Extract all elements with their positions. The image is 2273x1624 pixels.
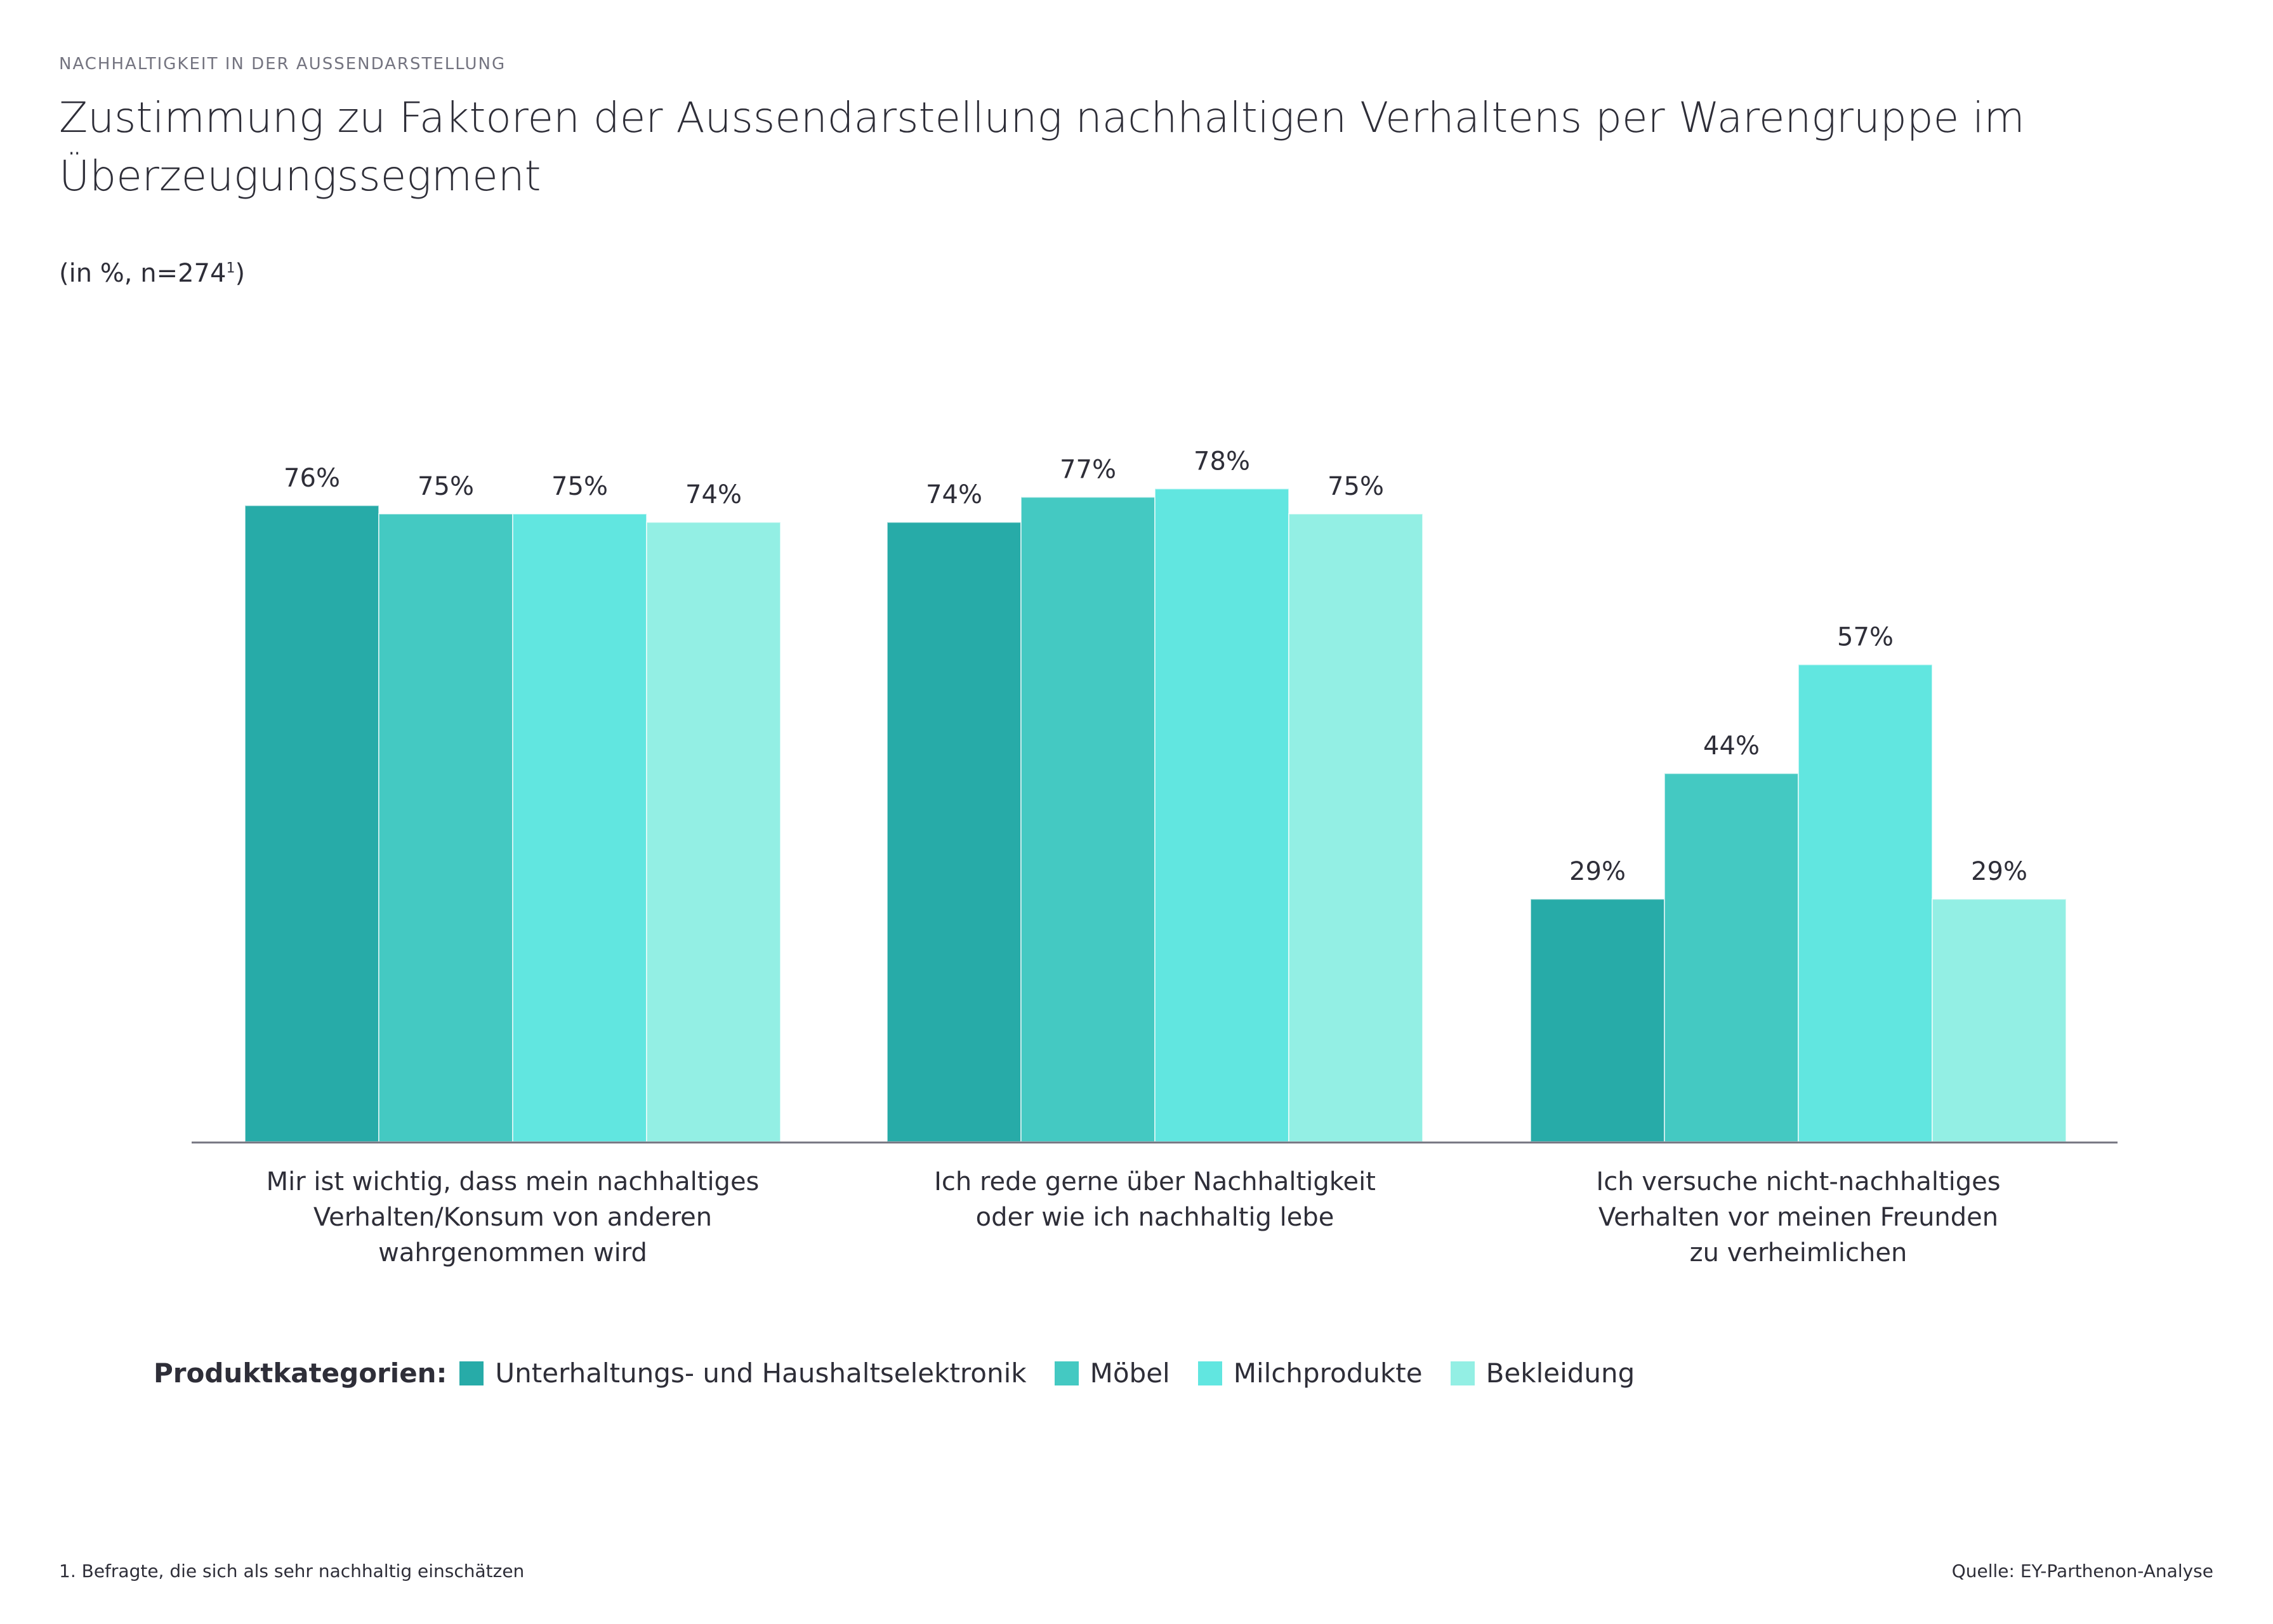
legend-swatch — [1197, 1361, 1222, 1385]
bar — [244, 504, 379, 1143]
category-label: Ich rede gerne über Nachhaltigkeit oder w… — [882, 1164, 1428, 1235]
legend-label: Unterhaltungs- und Haushaltselektronik — [495, 1358, 1027, 1389]
bar-group: 74% 77% 78% 75% — [886, 447, 1423, 1143]
data-label: 29% — [1971, 857, 2027, 886]
data-label: 78% — [1194, 447, 1250, 476]
category-label: Mir ist wichtig, dass mein nachhaltiges V… — [240, 1164, 786, 1271]
bar — [1288, 513, 1423, 1143]
subtitle-text: (in %, n=274 — [59, 259, 227, 288]
bar — [886, 521, 1022, 1143]
legend-swatch — [459, 1361, 484, 1385]
data-label: 29% — [1569, 857, 1626, 886]
subtitle-close: ) — [235, 259, 246, 288]
data-label: 74% — [685, 480, 742, 509]
bar — [1154, 488, 1289, 1143]
bar — [1020, 496, 1156, 1143]
legend-item: Milchprodukte — [1197, 1358, 1423, 1389]
data-label: 77% — [1060, 455, 1116, 485]
footnote-marker: 1 — [226, 260, 235, 277]
legend-items: Unterhaltungs- und Haushaltselektronik Mö… — [459, 1358, 1663, 1389]
chart-subtitle: (in %, n=2741) — [59, 259, 245, 288]
legend-label: Milchprodukte — [1233, 1358, 1423, 1389]
bar — [646, 521, 781, 1143]
source-note: Quelle: EY-Parthenon-Analyse — [1951, 1561, 2213, 1581]
legend-item: Möbel — [1054, 1358, 1170, 1389]
data-label: 75% — [551, 472, 608, 501]
category-label: Ich versuche nicht-nachhaltiges Verhalten… — [1525, 1164, 2071, 1271]
bar-group: 29% 44% 57% 29% — [1530, 623, 2067, 1143]
data-label: 74% — [926, 480, 982, 509]
category-label-line: Verhalten vor meinen Freunden — [1598, 1203, 1999, 1232]
data-label: 75% — [1328, 472, 1384, 501]
category-label-line: oder wie ich nachhaltig lebe — [975, 1203, 1334, 1232]
legend-label: Bekleidung — [1486, 1358, 1635, 1389]
category-label-line: Verhalten/Konsum von anderen — [313, 1203, 713, 1232]
bar — [1664, 773, 1799, 1143]
category-label-line: Ich versuche nicht-nachhaltiges — [1596, 1167, 2001, 1196]
chart-title: Zustimmung zu Faktoren der Aussendarstel… — [59, 93, 2025, 200]
data-label: 76% — [284, 464, 340, 493]
category-label-line: Ich rede gerne über Nachhaltigkeit — [934, 1167, 1376, 1196]
bar — [512, 513, 647, 1143]
category-label-line: zu verheimlichen — [1689, 1238, 1907, 1267]
data-label: 75% — [418, 472, 474, 501]
legend-item: Bekleidung — [1450, 1358, 1635, 1389]
bar — [1798, 664, 1933, 1143]
legend: Produktkategorien: Unterhaltungs- und Ha… — [154, 1358, 1663, 1389]
data-label: 57% — [1837, 623, 1894, 652]
legend-label: Möbel — [1090, 1358, 1170, 1389]
legend-item: Unterhaltungs- und Haushaltselektronik — [459, 1358, 1027, 1389]
bar — [1932, 898, 2067, 1143]
bar — [378, 513, 513, 1143]
bar — [1530, 898, 1665, 1143]
footnote: 1. Befragte, die sich als sehr nachhalti… — [59, 1561, 525, 1581]
bar-group: 76% 75% 75% 74% — [244, 464, 781, 1143]
chart-kicker: NACHHALTIGKEIT IN DER AUSSENDARSTELLUNG — [59, 55, 506, 74]
legend-swatch — [1450, 1361, 1475, 1385]
legend-title: Produktkategorien: — [154, 1358, 447, 1389]
data-label: 44% — [1703, 731, 1760, 761]
category-label-line: Mir ist wichtig, dass mein nachhaltiges — [266, 1167, 760, 1196]
legend-swatch — [1054, 1361, 1079, 1385]
category-label-line: wahrgenommen wird — [378, 1238, 647, 1267]
